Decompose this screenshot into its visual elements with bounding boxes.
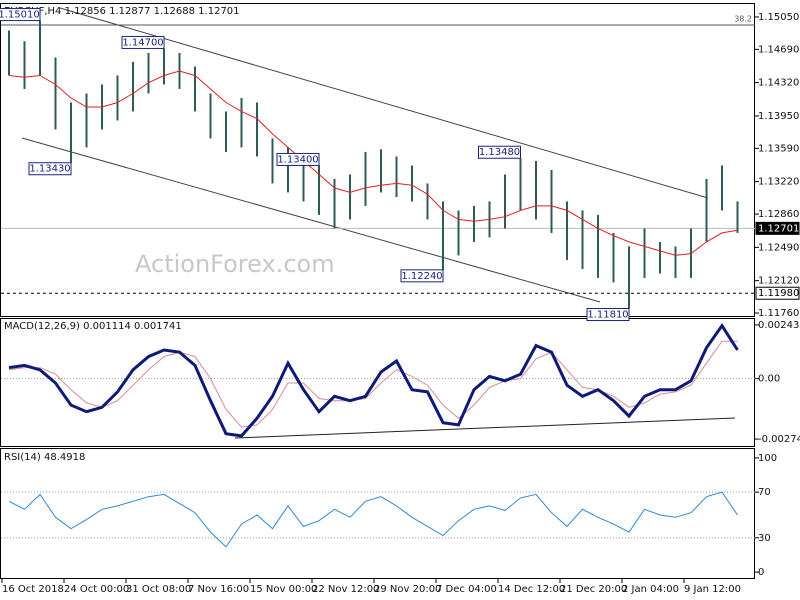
- support-label: 1.11980: [758, 288, 799, 299]
- x-tick-label: 15 Nov 00:00: [250, 584, 317, 595]
- price-annotation-box: [400, 269, 444, 283]
- x-tick-label: 14 Dec 12:00: [498, 584, 565, 595]
- price-annotation-box: [276, 152, 320, 166]
- x-tick-label: 24 Oct 00:00: [64, 584, 129, 595]
- x-tick-label: 21 Dec 20:00: [560, 584, 627, 595]
- price-annotation: 1.15010: [0, 10, 40, 21]
- moving-average: [8, 70, 738, 256]
- macd-signal: [8, 340, 738, 428]
- price-annotation-box: [0, 8, 41, 22]
- y-tick-label: 0: [758, 567, 764, 578]
- x-tick-label: 22 Nov 12:00: [312, 584, 379, 595]
- y-tick-label: 1.13220: [758, 177, 799, 188]
- macd-title: MACD(12,26,9) 0.001114 0.001741: [4, 321, 182, 332]
- y-tick-label: 0.00: [758, 374, 780, 385]
- price-annotation-box: [121, 35, 165, 49]
- rsi-title: RSI(14) 48.4918: [4, 452, 85, 463]
- macd-trendline: [234, 417, 736, 439]
- y-tick-label: 1.13950: [758, 111, 799, 122]
- price-annotation: 1.11810: [587, 310, 628, 321]
- price-annotation-box: [586, 308, 630, 322]
- rsi-line: [8, 491, 738, 548]
- y-tick-label: 0.002436: [758, 320, 800, 331]
- y-tick-label: 1.14690: [758, 44, 799, 55]
- y-tick-label: 1.13590: [758, 143, 799, 154]
- price-annotation-box: [478, 145, 521, 159]
- y-tick-label: 1.11760: [758, 308, 799, 319]
- price-annotation: 1.12240: [401, 271, 442, 282]
- watermark: ActionForex.com: [135, 250, 335, 278]
- last-box: [755, 221, 800, 235]
- price-annotation: 1.14700: [122, 37, 163, 48]
- price-annotation: 1.13400: [277, 154, 318, 165]
- macd-line: [8, 323, 739, 438]
- fib-label: 38.2: [734, 15, 752, 24]
- x-tick-label: 29 Nov 20:00: [374, 584, 441, 595]
- y-tick-label: 70: [758, 487, 771, 498]
- price-annotation: 1.13480: [479, 147, 520, 158]
- macd-panel: [0, 318, 755, 447]
- rsi-panel: [0, 448, 755, 579]
- y-tick-label: 1.12120: [758, 276, 799, 287]
- price-annotation-box: [28, 162, 72, 176]
- channel-lower: [21, 137, 601, 303]
- support-box: [755, 286, 800, 300]
- y-tick-label: 1.14320: [758, 78, 799, 89]
- x-tick-label: 9 Jan 12:00: [684, 584, 741, 595]
- channel-upper: [59, 7, 709, 199]
- y-tick-label: 1.12490: [758, 242, 799, 253]
- y-tick-label: 100: [758, 453, 777, 464]
- x-tick-label: 7 Nov 16:00: [188, 584, 249, 595]
- price-panel: [0, 3, 755, 317]
- x-tick-label: 7 Dec 04:00: [436, 584, 497, 595]
- price-title: EURCHF,H4 1.12856 1.12877 1.12688 1.1270…: [4, 6, 240, 17]
- x-tick-label: 16 Oct 2018: [2, 584, 64, 595]
- y-tick-label: 1.12860: [758, 209, 799, 220]
- x-tick-label: 2 Jan 04:00: [622, 584, 679, 595]
- last-label: 1.12701: [758, 223, 799, 234]
- y-tick-label: 1.15050: [758, 12, 799, 23]
- x-tick-label: 31 Oct 08:00: [126, 584, 191, 595]
- price-annotation: 1.13430: [29, 164, 70, 175]
- y-tick-label: 30: [758, 533, 771, 544]
- y-tick-label: -0.002742: [758, 434, 800, 445]
